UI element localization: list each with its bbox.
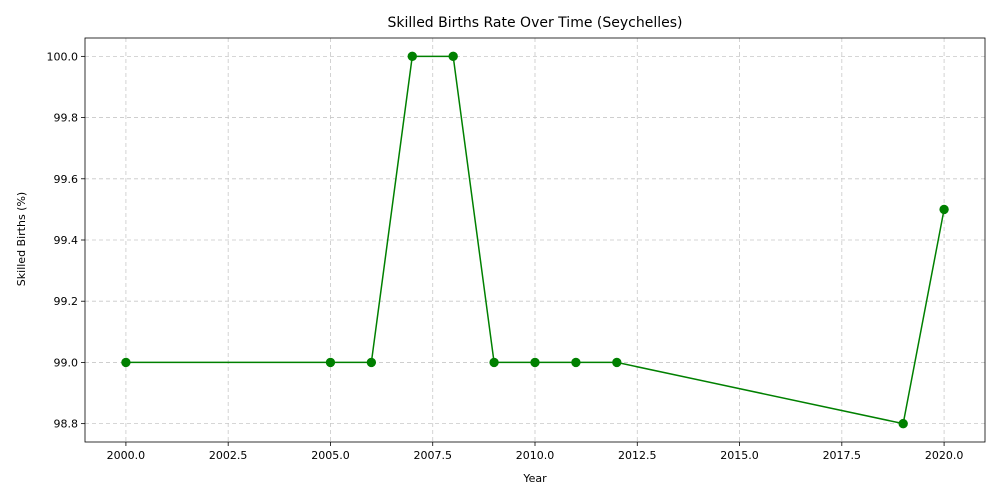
y-tick-label: 99.0 [54, 356, 79, 369]
plot-frame [84, 37, 986, 443]
x-tick-label: 2012.5 [618, 449, 657, 462]
y-tick-label: 99.2 [54, 295, 79, 308]
x-tick-label: 2020.0 [925, 449, 964, 462]
data-point [366, 357, 377, 368]
x-tick-label: 2010.0 [516, 449, 555, 462]
chart-title: Skilled Births Rate Over Time (Seychelle… [388, 15, 683, 31]
x-tick-label: 2015.0 [720, 449, 759, 462]
y-tick-label: 100.0 [47, 50, 79, 63]
data-point [898, 418, 908, 429]
y-tick-label: 99.8 [54, 112, 79, 125]
series-layer [121, 51, 949, 429]
y-tick-label: 99.6 [54, 173, 79, 186]
data-point [612, 357, 622, 368]
y-tick-label: 98.8 [54, 418, 79, 431]
data-point [530, 357, 540, 368]
data-point [448, 51, 458, 62]
axes-layer: 2000.0 2002.5 2005.0 2007.5 2010.0 2012.5 2015… [47, 37, 986, 462]
x-tick-label: 2017.5 [823, 449, 862, 462]
x-tick-label: 2000.0 [107, 449, 146, 462]
data-point [325, 357, 336, 368]
data-point [489, 357, 499, 368]
data-point [939, 204, 949, 215]
x-axis-label: Year [522, 472, 547, 485]
x-tick-label: 2002.5 [209, 449, 248, 462]
y-tick-label: 99.4 [54, 234, 79, 247]
y-axis-label: Skilled Births (%) [15, 192, 28, 286]
data-point [121, 357, 131, 368]
data-point [407, 51, 417, 62]
x-tick-label: 2007.5 [413, 449, 452, 462]
x-tick-label: 2005.0 [311, 449, 350, 462]
data-point [571, 357, 581, 368]
